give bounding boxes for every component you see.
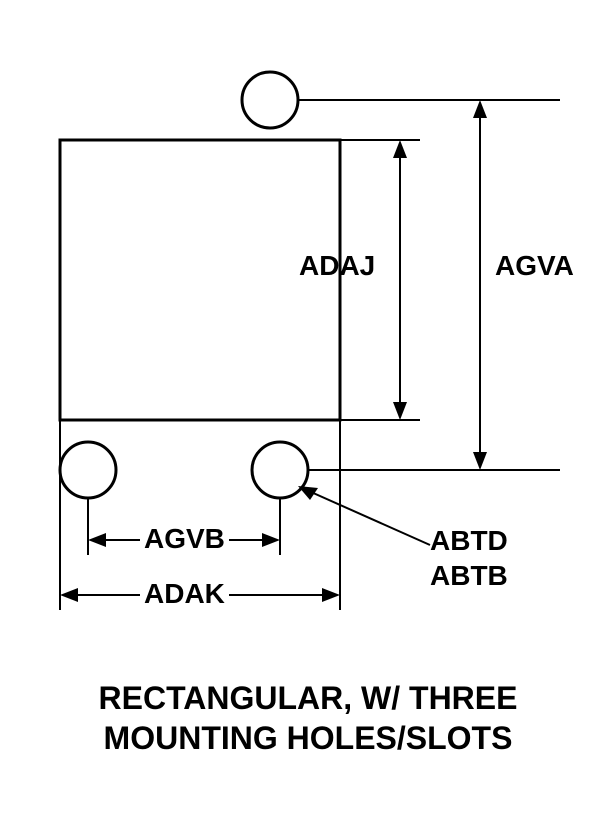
agvb-arrow-left xyxy=(88,533,106,547)
technical-diagram: AGVA ADAJ AGVB ADAK ABTD ABTB RECTANGULA… xyxy=(0,0,616,840)
main-rectangle xyxy=(60,140,340,420)
label-agva: AGVA xyxy=(495,250,574,282)
label-abtd: ABTD xyxy=(430,525,508,557)
agvb-arrow-right xyxy=(262,533,280,547)
caption-line-2: MOUNTING HOLES/SLOTS xyxy=(0,720,616,757)
label-agvb: AGVB xyxy=(140,523,229,555)
adak-arrow-left xyxy=(60,588,78,602)
adaj-arrow-bottom xyxy=(393,402,407,420)
label-adaj: ADAJ xyxy=(299,250,375,282)
label-abtb: ABTB xyxy=(430,560,508,592)
agva-arrow-top xyxy=(473,100,487,118)
caption-line-1: RECTANGULAR, W/ THREE xyxy=(0,680,616,717)
agva-arrow-bottom xyxy=(473,452,487,470)
label-adak: ADAK xyxy=(140,578,229,610)
hole-bottom-right xyxy=(252,442,308,498)
adak-arrow-right xyxy=(322,588,340,602)
abtd-pointer xyxy=(302,488,430,545)
adaj-arrow-top xyxy=(393,140,407,158)
hole-top xyxy=(242,72,298,128)
hole-bottom-left xyxy=(60,442,116,498)
